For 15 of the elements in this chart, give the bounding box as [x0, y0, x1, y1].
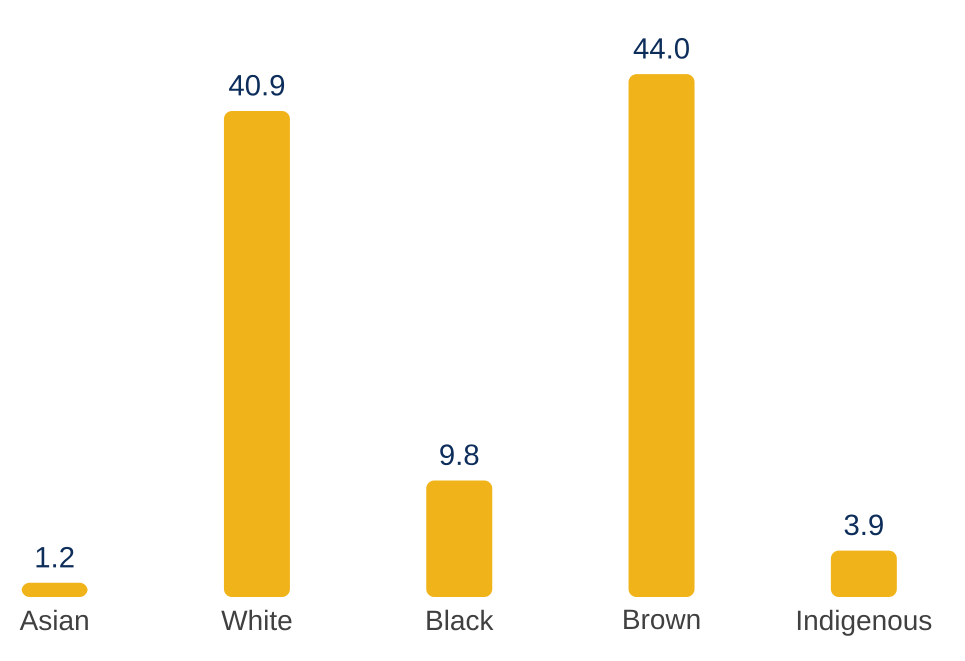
data-label: 3.9 — [844, 514, 883, 536]
bar — [426, 480, 492, 597]
x-tick-label: White — [221, 610, 292, 630]
data-label: 9.8 — [440, 444, 478, 466]
x-tick-label: Asian — [20, 610, 88, 630]
x-tick-label: Brown — [624, 610, 700, 630]
data-label: 40.9 — [229, 74, 284, 96]
bar — [224, 111, 290, 597]
bar — [830, 550, 897, 597]
bar — [628, 74, 695, 597]
data-label: 1.2 — [36, 546, 74, 568]
data-label: 44.0 — [634, 38, 689, 59]
x-tick-label: Black — [427, 610, 494, 630]
bar — [22, 582, 88, 597]
x-tick-label: Indigenous — [798, 610, 932, 636]
